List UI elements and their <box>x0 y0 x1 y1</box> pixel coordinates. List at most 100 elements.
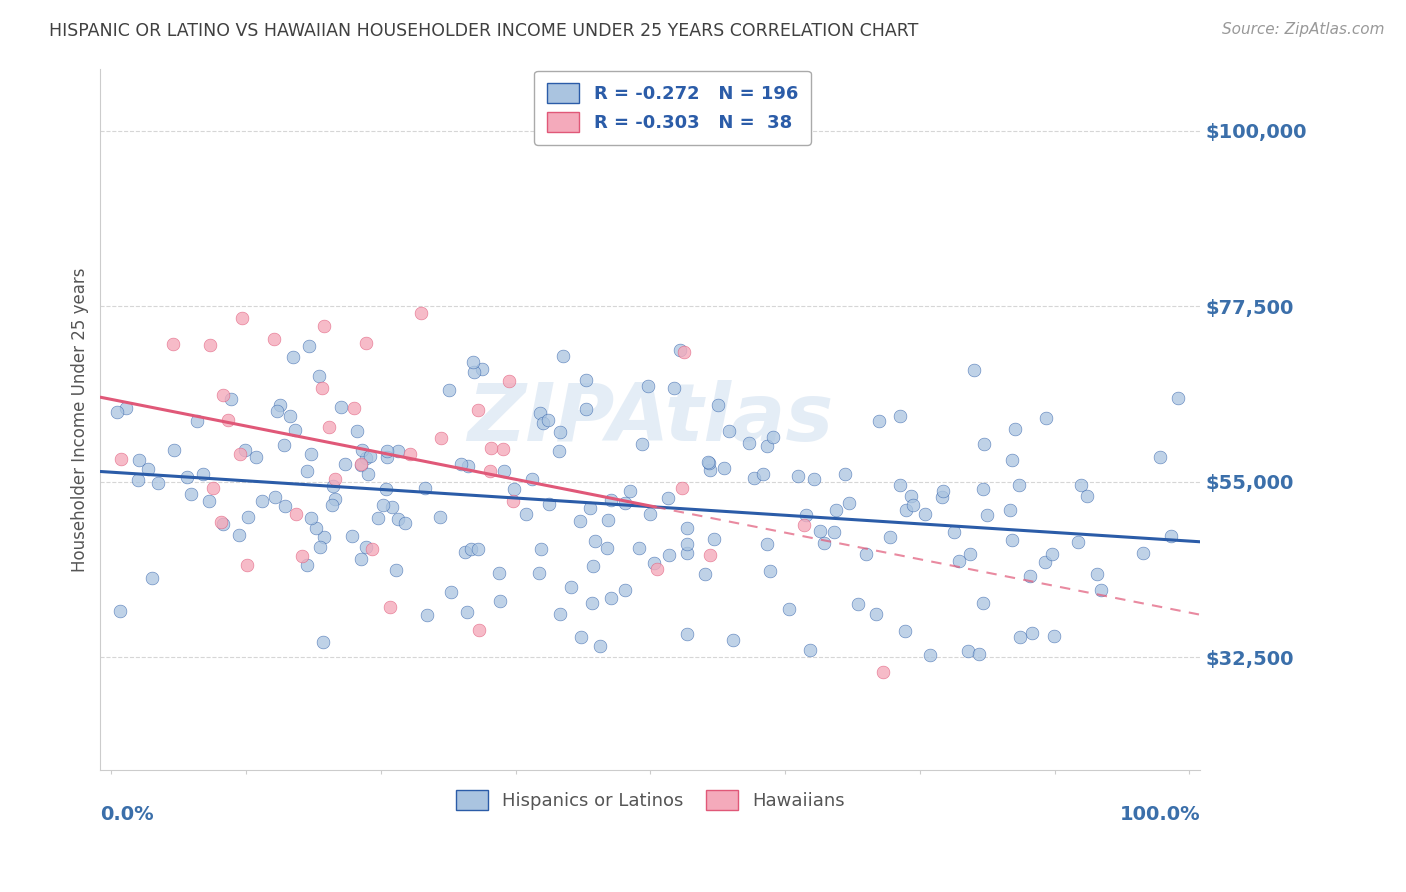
Point <box>846 597 869 611</box>
Point <box>105 405 128 419</box>
Point <box>219 392 242 406</box>
Point <box>274 499 297 513</box>
Point <box>957 644 980 658</box>
Point <box>361 541 384 556</box>
Point <box>803 472 825 486</box>
Point <box>948 553 970 567</box>
Point <box>381 500 404 515</box>
Point <box>377 450 399 465</box>
Point <box>350 552 373 566</box>
Point <box>238 510 260 524</box>
Point <box>329 401 352 415</box>
Point <box>141 571 163 585</box>
Point <box>972 596 994 610</box>
Point <box>976 508 998 522</box>
Point <box>1008 630 1031 644</box>
Point <box>614 496 637 510</box>
Point <box>416 608 439 623</box>
Point <box>755 439 778 453</box>
Point <box>707 398 730 412</box>
Point <box>231 311 253 326</box>
Point <box>676 546 699 560</box>
Point <box>657 491 679 506</box>
Point <box>284 507 307 521</box>
Point <box>235 558 257 572</box>
Point <box>1021 626 1043 640</box>
Point <box>250 494 273 508</box>
Point <box>1149 450 1171 465</box>
Text: ZIPAtlas: ZIPAtlas <box>467 380 834 458</box>
Point <box>380 599 402 614</box>
Point <box>879 530 901 544</box>
Point <box>245 450 267 464</box>
Point <box>931 490 953 504</box>
Point <box>180 486 202 500</box>
Point <box>229 447 252 461</box>
Point <box>889 409 911 423</box>
Point <box>721 632 744 647</box>
Point <box>273 438 295 452</box>
Point <box>209 516 232 530</box>
Point <box>672 344 695 359</box>
Point <box>503 482 526 496</box>
Point <box>346 424 368 438</box>
Legend: Hispanics or Latinos, Hawaiians: Hispanics or Latinos, Hawaiians <box>449 783 852 817</box>
Point <box>492 464 515 478</box>
Point <box>808 524 831 538</box>
Point <box>374 482 396 496</box>
Point <box>323 492 346 507</box>
Point <box>1018 569 1040 583</box>
Point <box>894 503 917 517</box>
Point <box>263 333 285 347</box>
Point <box>637 379 659 393</box>
Point <box>548 607 571 622</box>
Point <box>467 403 489 417</box>
Point <box>627 541 650 555</box>
Point <box>312 635 335 649</box>
Point <box>454 545 477 559</box>
Point <box>163 442 186 457</box>
Point <box>340 529 363 543</box>
Point <box>456 605 478 619</box>
Point <box>354 540 377 554</box>
Point <box>202 482 225 496</box>
Point <box>162 337 184 351</box>
Point <box>211 388 233 402</box>
Point <box>333 457 356 471</box>
Point <box>304 521 326 535</box>
Point <box>589 640 612 654</box>
Text: Source: ZipAtlas.com: Source: ZipAtlas.com <box>1222 22 1385 37</box>
Point <box>742 471 765 485</box>
Point <box>713 461 735 475</box>
Point <box>823 525 845 540</box>
Point <box>108 604 131 618</box>
Point <box>299 510 322 524</box>
Point <box>1033 555 1056 569</box>
Point <box>298 339 321 353</box>
Point <box>703 532 725 546</box>
Point <box>1167 392 1189 406</box>
Point <box>356 450 378 465</box>
Point <box>1008 478 1031 492</box>
Point <box>834 467 856 482</box>
Point <box>643 556 665 570</box>
Point <box>263 490 285 504</box>
Point <box>872 665 894 679</box>
Point <box>838 496 860 510</box>
Point <box>737 436 759 450</box>
Point <box>291 549 314 563</box>
Point <box>530 542 553 557</box>
Point <box>596 513 619 527</box>
Point <box>658 549 681 563</box>
Point <box>311 381 333 395</box>
Point <box>1090 583 1112 598</box>
Point <box>793 518 815 533</box>
Point <box>398 447 420 461</box>
Point <box>312 530 335 544</box>
Point <box>387 512 409 526</box>
Point <box>1043 629 1066 643</box>
Point <box>662 380 685 394</box>
Point <box>281 350 304 364</box>
Point <box>569 514 592 528</box>
Point <box>583 534 606 549</box>
